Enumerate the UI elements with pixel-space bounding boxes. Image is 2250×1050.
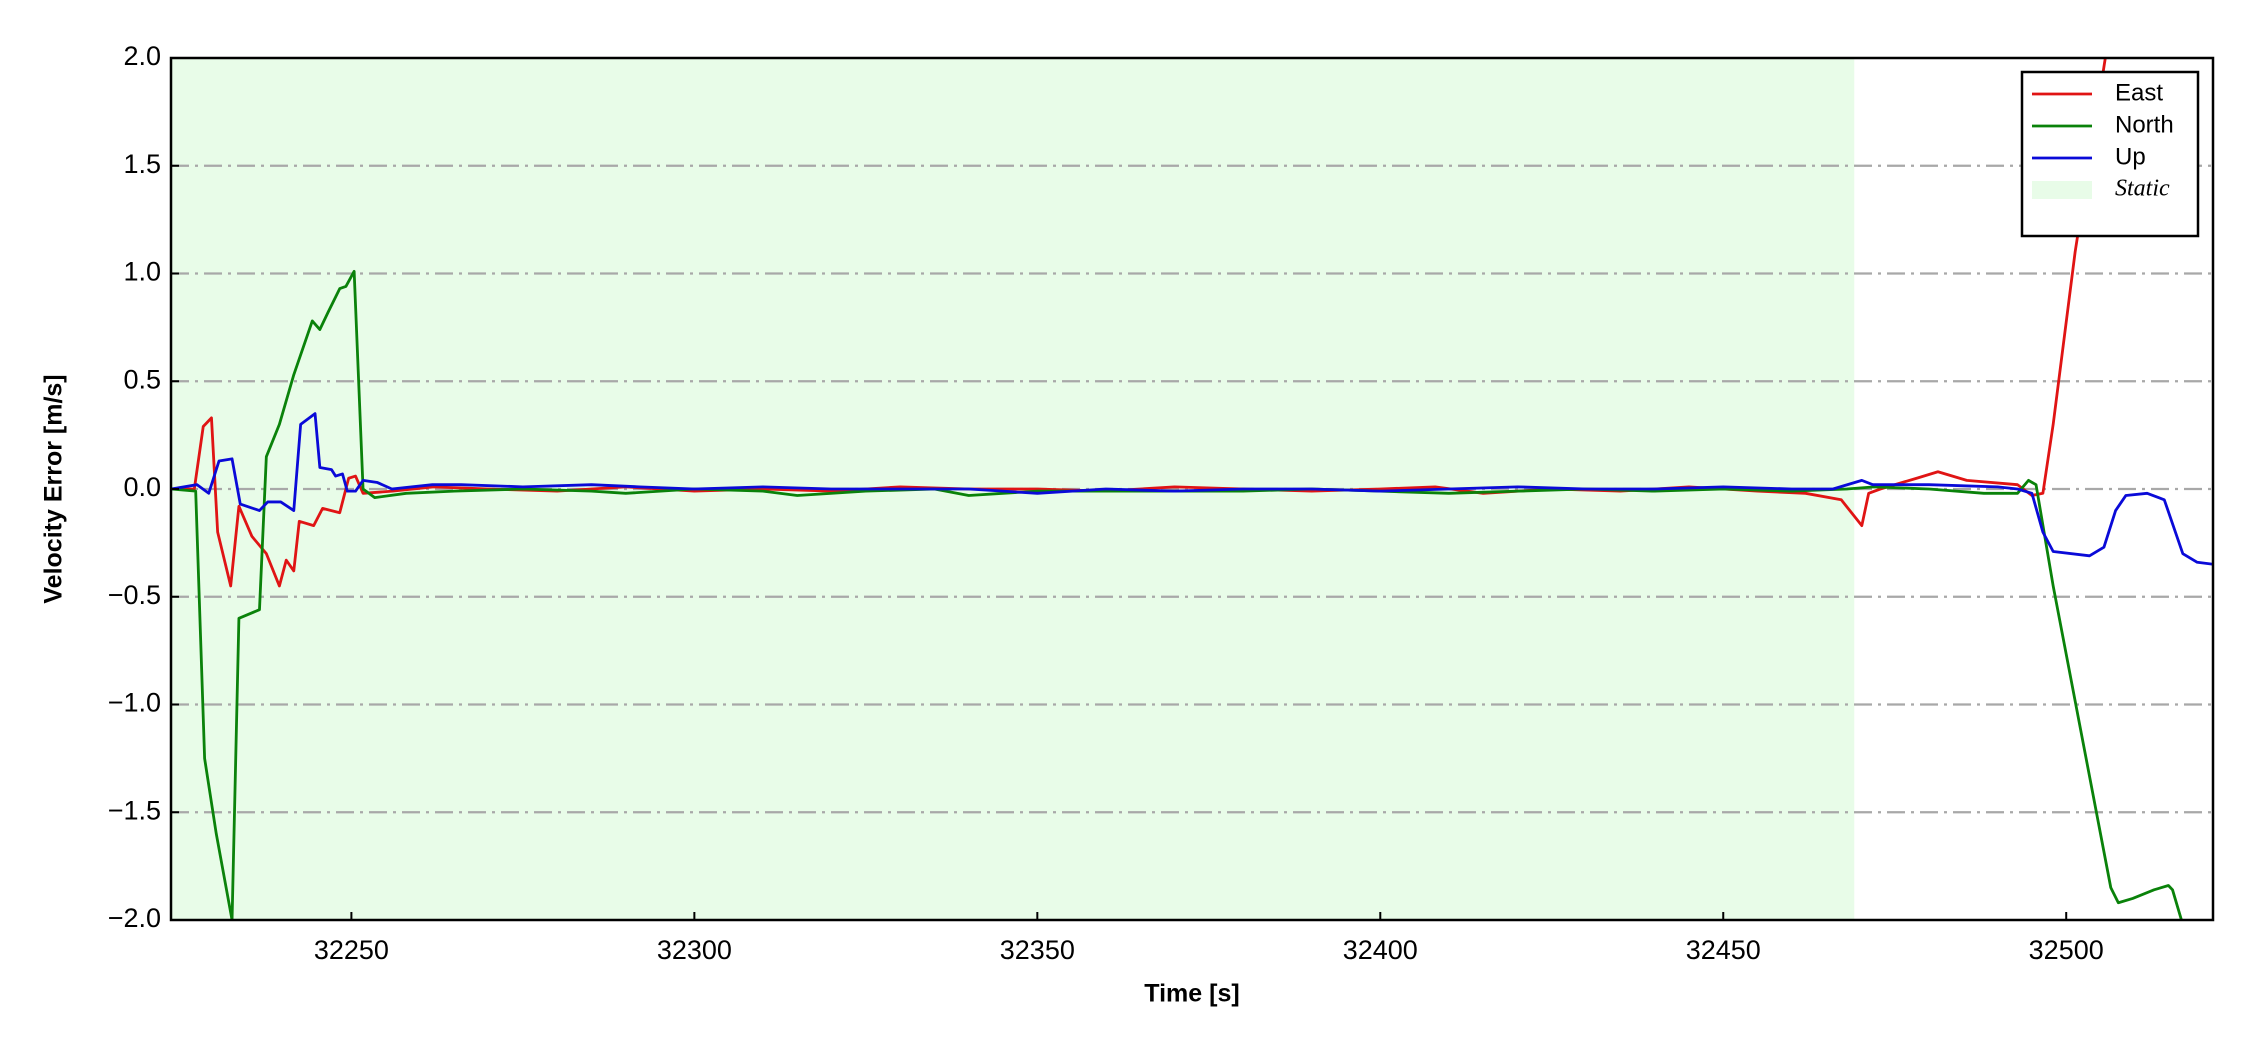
legend-label: East xyxy=(2115,79,2163,106)
x-tick-label: 32250 xyxy=(314,935,389,965)
x-tick-label: 32350 xyxy=(1000,935,1075,965)
y-tick-label: −0.5 xyxy=(108,580,161,610)
x-tick-label: 32300 xyxy=(657,935,732,965)
legend-swatch xyxy=(2032,181,2092,199)
x-tick-label: 32500 xyxy=(2029,935,2104,965)
y-tick-label: 0.0 xyxy=(123,472,161,502)
legend: East North Up Static xyxy=(2020,70,2200,238)
y-tick-label: 2.0 xyxy=(123,41,161,71)
legend-box xyxy=(2020,70,2200,238)
legend-label: North xyxy=(2115,111,2174,138)
y-tick-label: 1.0 xyxy=(123,257,161,287)
y-tick-label: 1.5 xyxy=(123,149,161,179)
y-tick-label: 0.5 xyxy=(123,364,161,394)
legend-label: Static xyxy=(2115,176,2170,202)
series-line xyxy=(171,412,2213,566)
lines xyxy=(171,58,2213,920)
x-tick-label: 32400 xyxy=(1343,935,1418,965)
y-axis-label: Velocity Error [m/s] xyxy=(40,374,68,603)
x-tick-label: 32450 xyxy=(1686,935,1761,965)
x-axis-label: Time [s] xyxy=(1144,980,1239,1008)
y-tick-label: −1.0 xyxy=(108,688,161,718)
ticks: −2.0 −1.5 −1.0 −0.5 0.0 0.5 1.0 1.5 2.0 32250 3230… xyxy=(108,41,2104,965)
y-tick-label: −1.5 xyxy=(108,795,161,825)
y-tick-label: −2.0 xyxy=(108,903,161,933)
legend-label: Up xyxy=(2115,143,2146,170)
